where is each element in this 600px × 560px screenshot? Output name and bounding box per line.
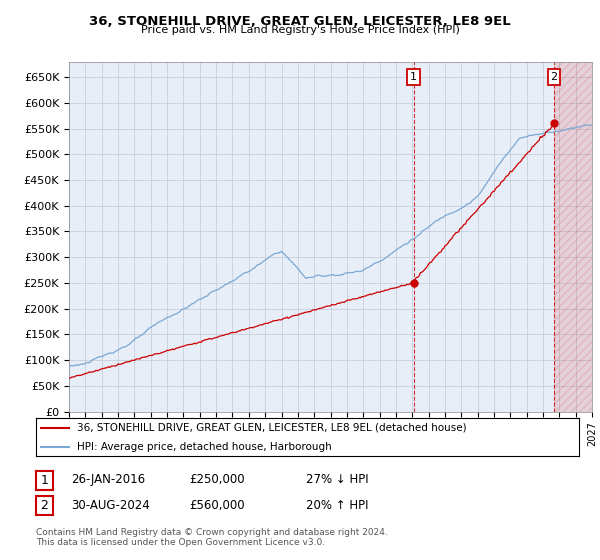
Text: 27% ↓ HPI: 27% ↓ HPI bbox=[306, 473, 368, 487]
Text: 36, STONEHILL DRIVE, GREAT GLEN, LEICESTER, LE8 9EL (detached house): 36, STONEHILL DRIVE, GREAT GLEN, LEICEST… bbox=[77, 423, 466, 433]
Text: Contains HM Land Registry data © Crown copyright and database right 2024.
This d: Contains HM Land Registry data © Crown c… bbox=[36, 528, 388, 547]
Text: HPI: Average price, detached house, Harborough: HPI: Average price, detached house, Harb… bbox=[77, 442, 331, 452]
Text: 20% ↑ HPI: 20% ↑ HPI bbox=[306, 498, 368, 512]
Text: 1: 1 bbox=[40, 474, 49, 487]
Text: 1: 1 bbox=[410, 72, 417, 82]
Text: Price paid vs. HM Land Registry's House Price Index (HPI): Price paid vs. HM Land Registry's House … bbox=[140, 25, 460, 35]
Text: 30-AUG-2024: 30-AUG-2024 bbox=[71, 498, 149, 512]
Bar bbox=[554, 62, 600, 412]
Text: 36, STONEHILL DRIVE, GREAT GLEN, LEICESTER, LE8 9EL: 36, STONEHILL DRIVE, GREAT GLEN, LEICEST… bbox=[89, 15, 511, 27]
Text: £250,000: £250,000 bbox=[189, 473, 245, 487]
Text: £560,000: £560,000 bbox=[189, 498, 245, 512]
Text: 2: 2 bbox=[551, 72, 557, 82]
Text: 2: 2 bbox=[40, 499, 49, 512]
Text: 26-JAN-2016: 26-JAN-2016 bbox=[71, 473, 145, 487]
